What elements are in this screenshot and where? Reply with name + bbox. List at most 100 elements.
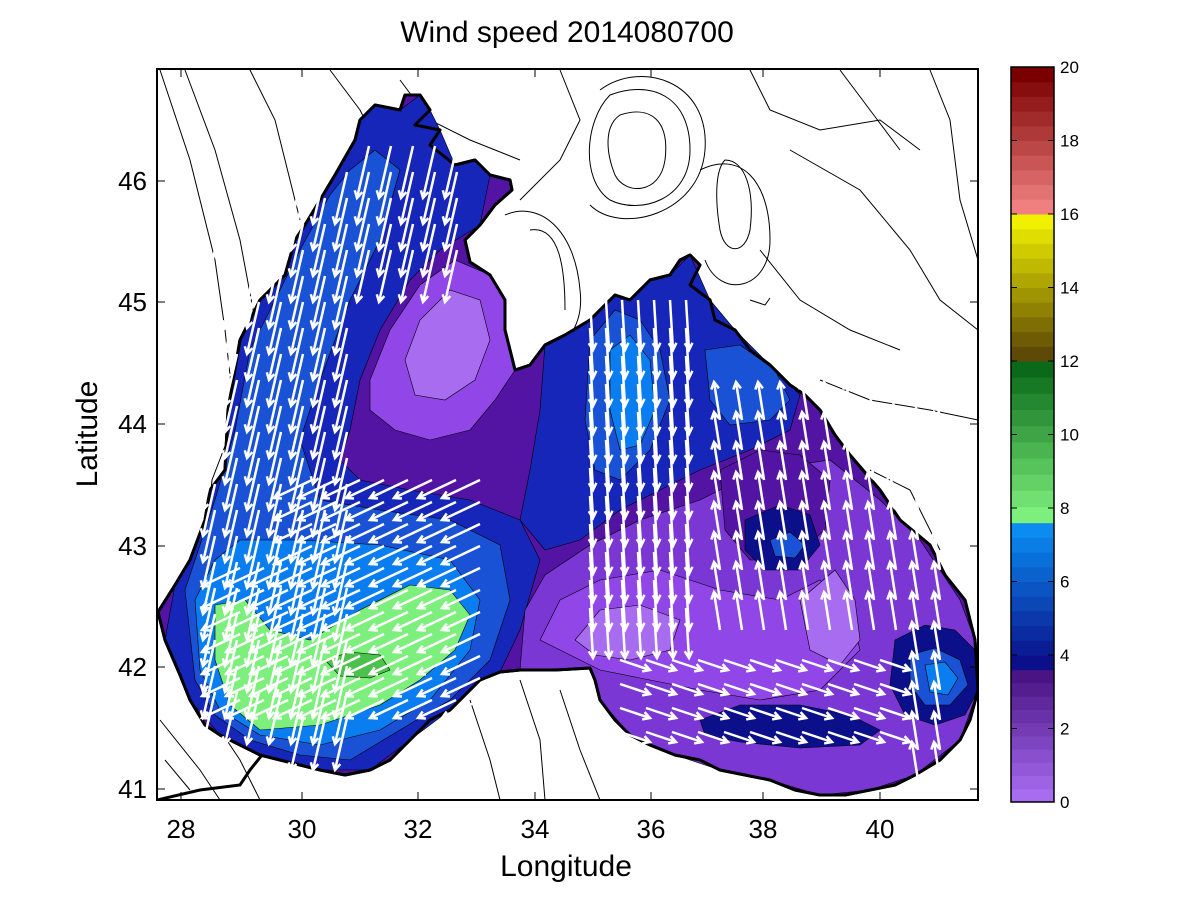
x-tick-40: 40 — [866, 69, 894, 844]
colorbar-tick-label: 18 — [1060, 132, 1079, 151]
wind-vector — [671, 658, 705, 673]
wind-vector — [441, 145, 459, 201]
colorbar-tick: 18 — [1011, 132, 1079, 151]
wind-vector — [343, 610, 385, 632]
colorbar-step — [1011, 490, 1054, 508]
colorbar-step — [1011, 272, 1054, 288]
wind-vector — [271, 500, 313, 522]
wind-vector — [271, 478, 313, 500]
wind-vector — [309, 691, 327, 747]
wind-vector — [419, 197, 437, 253]
wind-vector — [199, 301, 217, 357]
wind-vector — [754, 379, 766, 421]
wind-vector — [732, 439, 744, 481]
wind-vector — [265, 249, 283, 305]
wind-vector — [265, 353, 283, 409]
wind-vector — [353, 249, 371, 305]
wind-vector — [908, 409, 920, 451]
wind-vector — [820, 499, 832, 541]
wind-vector — [723, 706, 757, 721]
colorbar-step — [1011, 537, 1054, 553]
wind-vector — [930, 559, 942, 601]
y-tick-46: 46 — [118, 166, 978, 196]
wind-vector — [287, 587, 305, 643]
axes-frame — [156, 68, 979, 801]
wind-vector — [331, 223, 349, 279]
wind-vector — [697, 658, 731, 673]
wind-vector — [199, 610, 241, 632]
wind-vector — [221, 301, 239, 357]
wind-vector — [221, 483, 239, 539]
wind-vector — [319, 698, 361, 720]
wind-vector — [754, 439, 766, 481]
wind-vector — [343, 588, 385, 610]
wind-vector — [309, 535, 327, 591]
wind-vector — [842, 529, 854, 571]
wind-vector — [199, 483, 217, 539]
colorbar-tick-label: 6 — [1060, 573, 1069, 592]
colorbar-step — [1011, 346, 1054, 362]
wind-vector — [271, 588, 313, 610]
wind-vector — [199, 654, 241, 676]
wind-vector — [732, 589, 744, 631]
wind-vector — [619, 730, 653, 745]
wind-vector — [710, 529, 722, 571]
wind-vector — [199, 379, 217, 435]
wind-vector — [319, 522, 361, 544]
wind-vector — [243, 587, 261, 643]
colorbar-step — [1011, 474, 1054, 491]
wind-vector — [243, 405, 261, 461]
wind-vector — [353, 145, 371, 201]
wind-vector — [439, 676, 481, 698]
wind-vector — [886, 559, 898, 601]
wind-vector — [367, 588, 409, 610]
wind-vector — [415, 698, 457, 720]
wind-vector — [886, 439, 898, 481]
wind-vector — [441, 197, 459, 253]
wind-vector — [331, 613, 349, 669]
wind-vector — [441, 223, 459, 279]
wind-vector — [723, 682, 757, 697]
wind-vector — [391, 676, 433, 698]
wind-vector — [331, 171, 349, 227]
wind-vector — [367, 566, 409, 588]
wind-vector — [439, 654, 481, 676]
colorbar-step — [1011, 696, 1054, 710]
wind-vector — [295, 566, 337, 588]
wind-vector — [265, 561, 283, 617]
wind-vector — [776, 469, 788, 511]
wind-vector — [343, 632, 385, 654]
wind-vector — [287, 301, 305, 357]
colorbar-step — [1011, 96, 1054, 112]
colorbar-tick: 10 — [1011, 426, 1079, 445]
wind-vector — [319, 588, 361, 610]
wind-vector — [271, 566, 313, 588]
wind-vector — [415, 654, 457, 676]
wind-vector — [199, 509, 217, 565]
wind-vector — [271, 610, 313, 632]
wind-vector — [287, 249, 305, 305]
wind-vector — [853, 730, 887, 745]
wind-vector — [415, 544, 457, 566]
wind-vector — [243, 509, 261, 565]
wind-vector — [439, 588, 481, 610]
wind-vector — [908, 619, 920, 661]
wind-vector — [247, 698, 289, 720]
wind-vector — [243, 327, 261, 383]
wind-vector — [619, 706, 653, 721]
wind-vector — [309, 301, 327, 357]
wind-vector — [287, 405, 305, 461]
wind-vector — [732, 499, 744, 541]
wind-vector — [367, 676, 409, 698]
wind-vector — [221, 431, 239, 487]
wind-vector — [697, 730, 731, 745]
wind-vector — [375, 145, 393, 201]
wind-vector — [798, 409, 810, 451]
wind-vector — [221, 379, 239, 435]
wind-vector — [309, 405, 327, 461]
colorbar-tick-label: 4 — [1060, 646, 1069, 665]
colorbar-step — [1011, 169, 1054, 186]
colorbar-step — [1011, 243, 1054, 259]
wind-vector — [827, 730, 861, 745]
wind-vector — [391, 588, 433, 610]
